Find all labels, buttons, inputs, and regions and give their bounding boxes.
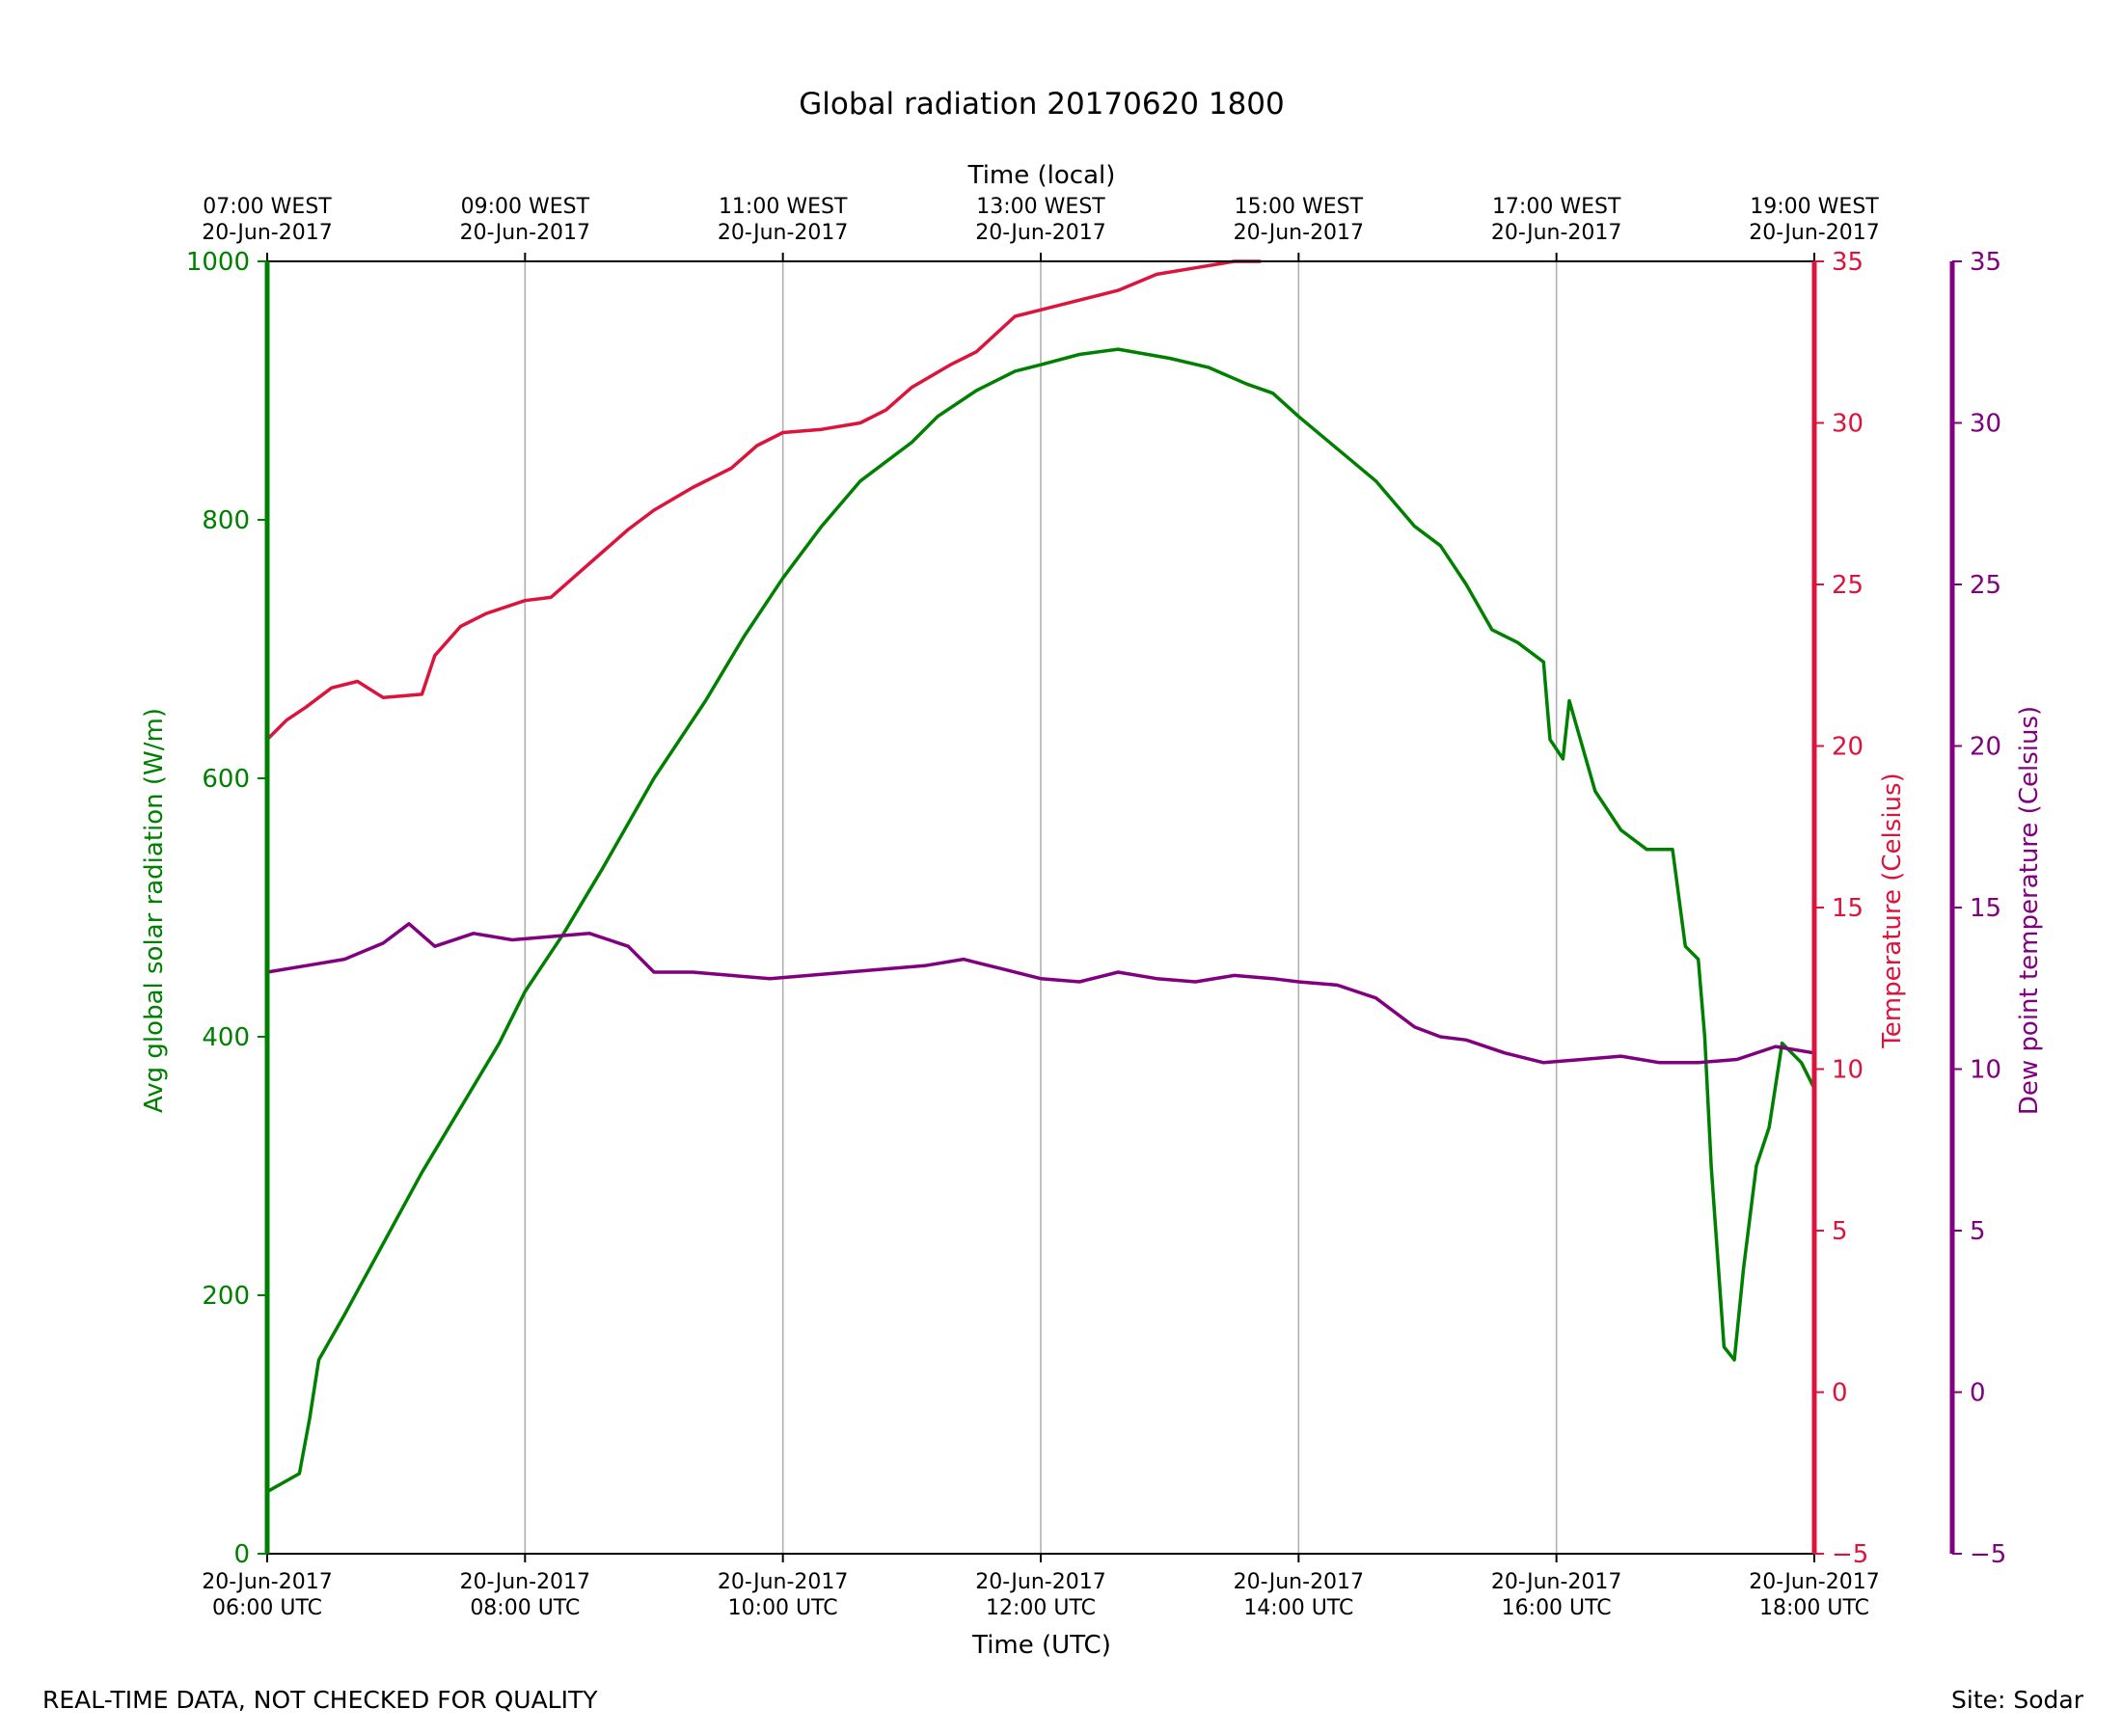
top-tick-label-date: 20-Jun-2017: [202, 221, 332, 245]
dewpoint-axis-label: Dew point temperature (Celsius): [2015, 706, 2044, 1115]
x-tick-label-date: 20-Jun-2017: [718, 1570, 848, 1594]
x-tick-label-date: 20-Jun-2017: [202, 1570, 332, 1594]
top-tick-label-time: 19:00 WEST: [1750, 195, 1879, 219]
temperature-tick-label: 5: [1832, 1217, 1848, 1246]
top-tick-label-time: 11:00 WEST: [719, 195, 848, 219]
top-tick-label-date: 20-Jun-2017: [975, 221, 1105, 245]
dewpoint-tick-label: 10: [1970, 1056, 2001, 1085]
x-tick-label-time: 14:00 UTC: [1243, 1596, 1353, 1620]
top-tick-label-time: 17:00 WEST: [1492, 195, 1621, 219]
x-tick-label-time: 08:00 UTC: [470, 1596, 580, 1620]
dewpoint-tick-label: 20: [1970, 733, 2001, 762]
x-tick-label-date: 20-Jun-2017: [1491, 1570, 1621, 1594]
top-tick-label-date: 20-Jun-2017: [1749, 221, 1879, 245]
temperature-tick-label: −5: [1832, 1540, 1868, 1569]
top-tick-label-date: 20-Jun-2017: [1491, 221, 1621, 245]
series-line-avg-global-solar-radiation: [265, 347, 1816, 1494]
x-tick-label-time: 16:00 UTC: [1502, 1596, 1612, 1620]
radiation-tick-label: 600: [202, 765, 250, 794]
site-label: Site: Sodar: [1951, 1686, 2083, 1714]
dewpoint-tick-label: 35: [1970, 248, 2001, 277]
temperature-axis-label: Temperature (Celsius): [1878, 773, 1907, 1048]
temperature-tick-label: 10: [1832, 1056, 1864, 1085]
temperature-tick-label: 20: [1832, 733, 1864, 762]
dewpoint-tick-label: 25: [1970, 571, 2001, 600]
dewpoint-tick-label: 15: [1970, 894, 2001, 923]
dewpoint-tick-label: 0: [1970, 1379, 1986, 1408]
radiation-tick-label: 0: [233, 1540, 250, 1569]
x-tick-label-date: 20-Jun-2017: [1234, 1570, 1364, 1594]
radiation-tick-label: 1000: [186, 248, 250, 277]
temperature-tick-label: 35: [1832, 248, 1864, 277]
x-tick-label-time: 06:00 UTC: [212, 1596, 322, 1620]
quality-disclaimer: REAL-TIME DATA, NOT CHECKED FOR QUALITY: [42, 1686, 598, 1714]
top-tick-label-date: 20-Jun-2017: [718, 221, 848, 245]
top-tick-label-time: 15:00 WEST: [1235, 195, 1364, 219]
chart-title: Global radiation 20170620 1800: [799, 87, 1285, 122]
temperature-tick-label: 15: [1832, 894, 1864, 923]
radiation-axis-label: Avg global solar radiation (W/m): [140, 708, 169, 1113]
radiation-tick-label: 800: [202, 506, 250, 535]
axes-layer: [264, 260, 1955, 1555]
x-tick-label-time: 10:00 UTC: [728, 1596, 838, 1620]
series-line-temperature: [265, 259, 1262, 742]
top-axis-label: Time (local): [967, 161, 1116, 190]
top-tick-label-time: 07:00 WEST: [203, 195, 332, 219]
dewpoint-tick-label: 30: [1970, 410, 2001, 439]
x-tick-label-date: 20-Jun-2017: [975, 1570, 1105, 1594]
temperature-tick-label: 25: [1832, 571, 1864, 600]
series-line-dew-point-temperature: [265, 922, 1816, 1065]
x-tick-label-date: 20-Jun-2017: [1749, 1570, 1879, 1594]
x-axis-label: Time (UTC): [971, 1631, 1111, 1660]
temperature-tick-label: 0: [1832, 1379, 1848, 1408]
x-tick-label-date: 20-Jun-2017: [460, 1570, 590, 1594]
x-tick-label-time: 12:00 UTC: [986, 1596, 1096, 1620]
grid-lines: [524, 261, 1558, 1554]
radiation-tick-label: 200: [202, 1282, 250, 1311]
dewpoint-tick-label: 5: [1970, 1217, 1986, 1246]
x-tick-label-time: 18:00 UTC: [1759, 1596, 1869, 1620]
top-tick-label-date: 20-Jun-2017: [1234, 221, 1364, 245]
series-layer: [265, 259, 1816, 1494]
top-tick-label-time: 13:00 WEST: [976, 195, 1105, 219]
dewpoint-tick-label: −5: [1970, 1540, 2006, 1569]
radiation-tick-label: 400: [202, 1023, 250, 1052]
top-tick-label-time: 09:00 WEST: [461, 195, 590, 219]
top-tick-label-date: 20-Jun-2017: [460, 221, 590, 245]
temperature-tick-label: 30: [1832, 410, 1864, 439]
